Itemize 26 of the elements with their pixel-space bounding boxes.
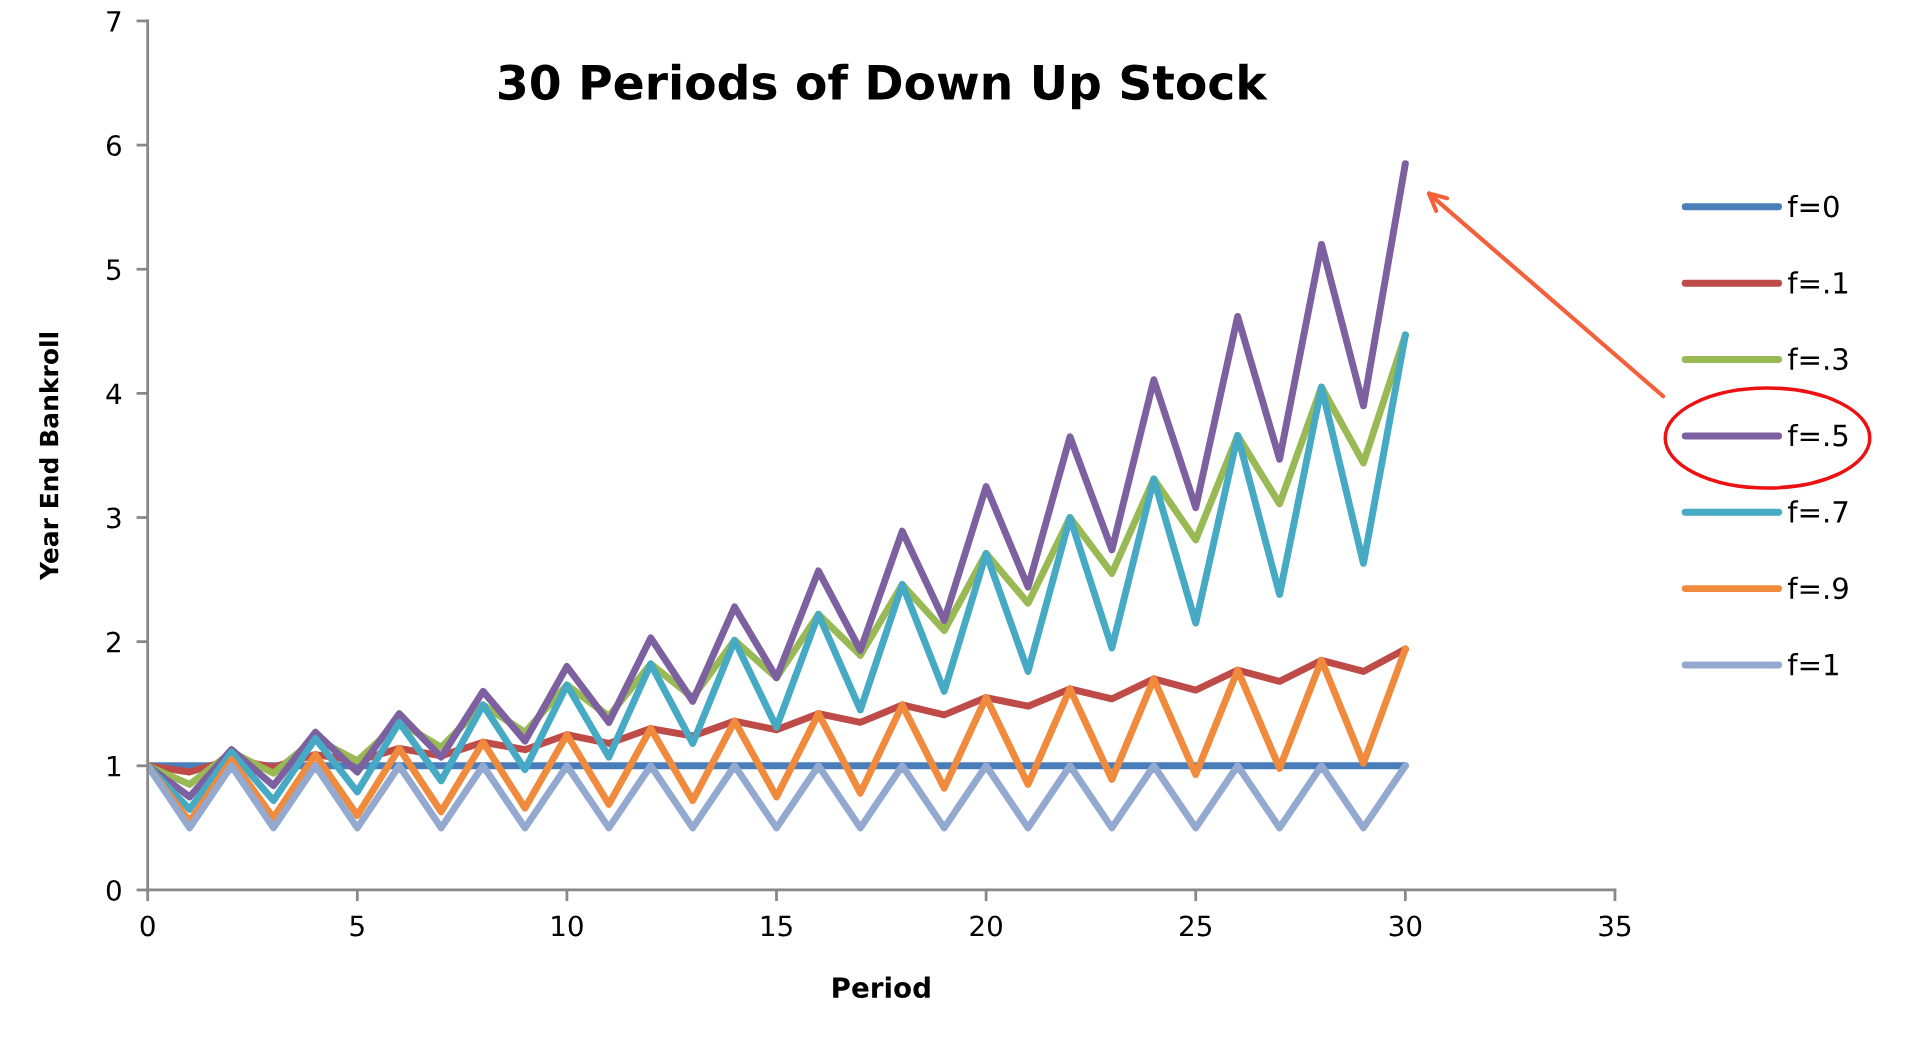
x-tick-label: 35 [1599,915,1631,937]
y-tick-label: 4 [106,383,122,404]
legend-label: f=.1 [1787,271,1848,294]
x-tick-label: 30 [1389,915,1422,937]
x-tick-label: 15 [761,915,792,937]
text: 30 Periods of Down Up Stock [499,63,1268,110]
legend-label: f=1 [1787,653,1838,676]
x-tick-label: 0 [140,915,155,937]
legend-label: f=.7 [1787,500,1848,523]
x-tick-label: 10 [552,915,583,937]
y-tick-label: 5 [107,259,121,281]
x-axis-title: Period [833,976,930,999]
y-tick-label: 3 [107,507,121,529]
legend-label: f=.3 [1787,347,1848,371]
legend-label: f=.5 [1787,423,1848,447]
y-tick-label: 0 [106,879,121,901]
y-axis-title: Year End Bankroll [39,332,59,581]
y-tick-label: 1 [108,756,121,777]
y-tick-label: 6 [106,135,121,157]
x-tick-label: 25 [1180,915,1211,937]
legend-label: f=.9 [1787,576,1848,600]
y-tick-label: 7 [107,11,121,32]
x-tick-label: 20 [970,915,1002,937]
y-tick-label: 2 [107,631,120,653]
legend-label: f=0 [1787,194,1839,218]
x-tick-label: 5 [350,915,364,937]
